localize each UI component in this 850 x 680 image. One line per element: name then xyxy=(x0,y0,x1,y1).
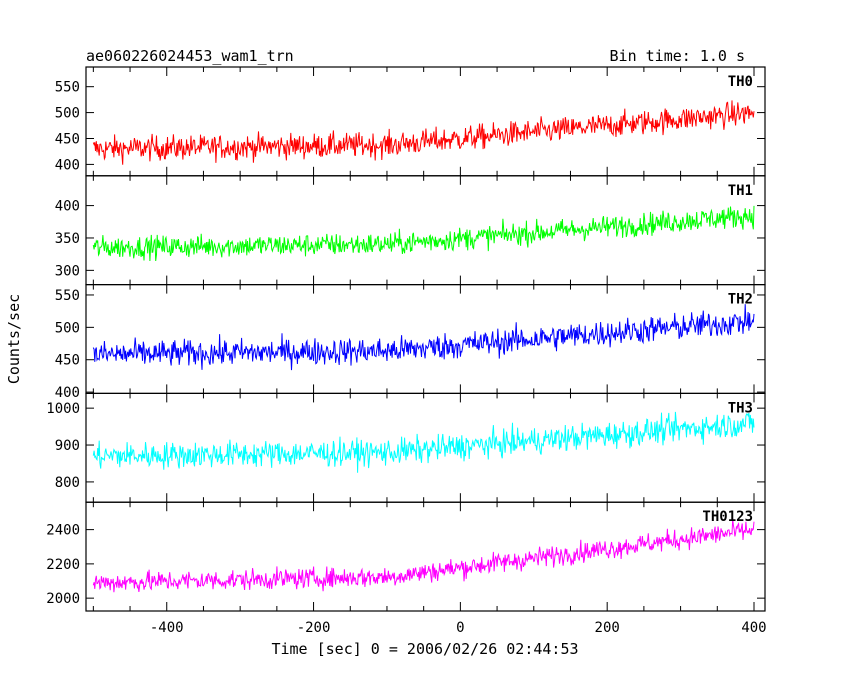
x-tick-label: 400 xyxy=(741,620,766,636)
y-tick-label: 800 xyxy=(55,475,80,491)
y-tick-label: 2400 xyxy=(46,523,80,539)
series-th3 xyxy=(92,411,755,473)
panel-label: TH0 xyxy=(728,74,753,90)
panel-label: TH0123 xyxy=(702,509,753,525)
panel-th3: 800 900 1000 TH3 xyxy=(46,392,766,503)
y-tick-label: 400 xyxy=(55,199,80,215)
panel-frame xyxy=(85,284,766,395)
x-tick-label: -400 xyxy=(150,620,184,636)
panel-label: TH1 xyxy=(728,183,753,199)
y-tick-label: 400 xyxy=(55,385,80,401)
panel-th2: 400 450 500 550 TH2 xyxy=(55,284,766,401)
panel-frame xyxy=(85,175,766,286)
panel-frame xyxy=(85,66,766,177)
bin-time-label: Bin time: 1.0 s xyxy=(610,47,745,65)
x-tick-label: 200 xyxy=(595,620,620,636)
y-tick-label: 900 xyxy=(55,438,80,454)
chart-title: ae060226024453_wam1_trn xyxy=(86,47,294,65)
y-tick-label: 1000 xyxy=(46,401,80,417)
y-tick-label: 2000 xyxy=(46,591,80,607)
series-th0 xyxy=(92,100,755,165)
x-axis-label: Time [sec] 0 = 2006/02/26 02:44:53 xyxy=(271,640,578,658)
y-tick-label: 550 xyxy=(55,80,80,96)
y-tick-label: 550 xyxy=(55,288,80,304)
y-tick-label: 300 xyxy=(55,263,80,279)
series-th0123 xyxy=(92,518,755,593)
y-tick-label: 350 xyxy=(55,231,80,247)
y-tick-label: 400 xyxy=(55,157,80,173)
x-tick-label: 0 xyxy=(456,620,464,636)
y-axis-label: Counts/sec xyxy=(5,294,23,384)
y-tick-label: 450 xyxy=(55,353,80,369)
panel-label: TH3 xyxy=(728,400,753,416)
panel-th0123: 2000 2200 2400 TH0123 xyxy=(46,501,766,612)
y-tick-label: 500 xyxy=(55,320,80,336)
series-th2 xyxy=(92,304,755,371)
series-th1 xyxy=(92,205,755,262)
y-tick-label: 2200 xyxy=(46,557,80,573)
panel-th0: 400 450 500 550 TH0 xyxy=(55,66,766,177)
panel-th1: 300 350 400 TH1 xyxy=(55,175,766,286)
y-tick-label: 450 xyxy=(55,131,80,147)
panels-group: 400 450 500 550 TH0 300 350 400 TH1 400 450 500 550 T… xyxy=(46,66,767,636)
panel-label: TH2 xyxy=(728,292,753,308)
y-tick-label: 500 xyxy=(55,106,80,122)
panel-frame xyxy=(85,501,766,612)
x-tick-label: -200 xyxy=(297,620,331,636)
